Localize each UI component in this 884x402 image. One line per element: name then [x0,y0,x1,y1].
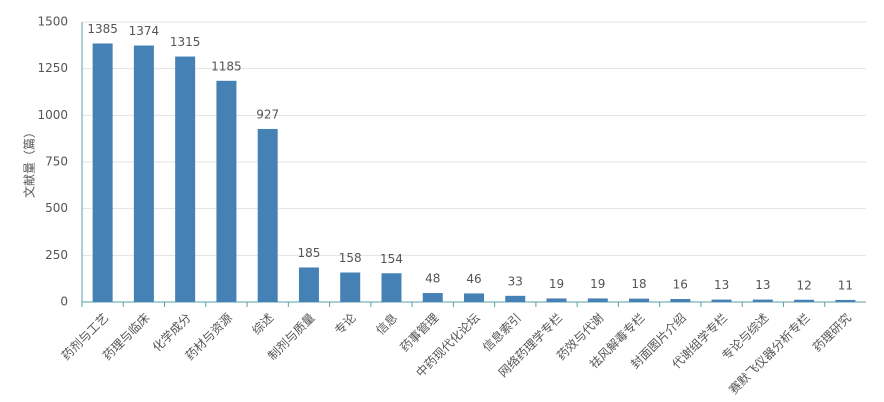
bar [298,267,319,302]
bar [175,56,196,303]
bar [794,299,815,302]
data-label: 1374 [129,24,160,38]
data-label: 158 [339,251,362,265]
y-tick-label: 500 [45,201,68,215]
bar [629,298,650,302]
y-axis-label: 文献量（篇） [22,126,37,198]
data-label: 11 [838,278,853,292]
x-tick-label: 信息 [372,310,400,338]
y-tick-label: 1250 [37,61,68,75]
x-tick-label: 专论 [331,310,359,338]
data-label: 46 [466,272,481,286]
bar [587,298,608,302]
bar [835,299,856,302]
x-tick-label: 赛默飞仪器分析专栏 [726,310,813,397]
data-label: 19 [590,277,605,291]
data-label: 48 [425,272,440,286]
data-label: 18 [631,277,646,291]
data-label: 13 [755,278,770,292]
data-label: 33 [508,274,523,288]
data-label: 927 [256,107,279,121]
x-tick-label: 药理研究 [809,310,854,355]
bar [257,128,278,302]
bar [340,272,361,302]
data-label: 154 [380,252,403,266]
data-label: 19 [549,277,564,291]
y-tick-label: 250 [45,248,68,262]
bar [381,273,402,302]
bar [670,299,691,302]
data-label: 1185 [211,59,242,73]
y-tick-label: 0 [60,295,68,309]
data-label: 12 [796,278,811,292]
data-label: 16 [673,278,688,292]
x-tick-label: 综述 [249,311,276,338]
bar [92,43,113,302]
data-label: 1385 [87,22,118,36]
bar [464,293,484,302]
bar [711,299,732,302]
data-label: 13 [714,278,729,292]
data-label: 1315 [170,35,201,49]
bar [133,45,154,303]
bar [422,293,443,302]
y-tick-label: 1000 [37,108,68,122]
y-tick-label: 750 [45,155,68,169]
y-tick-label: 1500 [37,15,68,29]
bar [752,299,773,302]
bar [505,295,526,302]
bar [546,298,567,302]
bar [216,80,237,302]
data-label: 185 [297,246,320,260]
